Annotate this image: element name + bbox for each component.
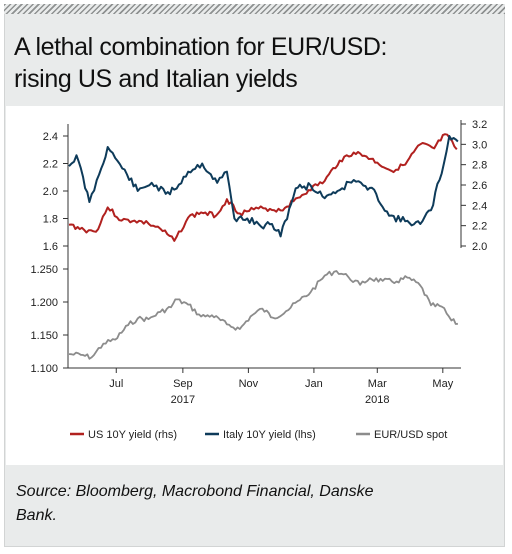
us-10y-yield-line <box>68 133 458 242</box>
source-line-2: Bank. <box>16 507 57 524</box>
x-tick-label: Sep <box>173 378 193 390</box>
x-tick-label: Jan <box>305 378 323 390</box>
x-tick-label: May <box>432 378 453 390</box>
legend-label: EUR/USD spot <box>374 429 447 441</box>
left-tick-label: 2.0 <box>43 186 58 198</box>
source-note: Source: Bloomberg, Macrobond Financial, … <box>16 480 496 528</box>
left-tick-label: 1.8 <box>43 214 58 226</box>
right-tick-label: 2.8 <box>472 160 487 172</box>
x-tick-label: Mar <box>368 378 387 390</box>
chart-title-line-2: rising US and Italian yields <box>14 65 298 93</box>
right-tick-label: 2.6 <box>472 180 487 192</box>
chart-svg: 2.4 2.2 2.0 1.8 1.6 3.2 3.0 2.8 2.6 2.4 2.2 2.0 1.25… <box>30 119 487 441</box>
x-year-label: 2018 <box>365 394 389 406</box>
chart-title: A lethal combination for EUR/USD: rising… <box>14 31 494 95</box>
x-year-label: 2017 <box>171 394 195 406</box>
plot-panel: 2.4 2.2 2.0 1.8 1.6 3.2 3.0 2.8 2.6 2.4 2.2 2.0 1.25… <box>6 106 503 465</box>
fx-tick-label: 1.250 <box>30 264 58 276</box>
fx-tick-label: 1.200 <box>30 297 58 309</box>
fx-tick-label: 1.100 <box>30 363 58 375</box>
legend-label: US 10Y yield (rhs) <box>88 429 177 441</box>
right-tick-label: 2.2 <box>472 221 487 233</box>
x-tick-label: Nov <box>239 378 259 390</box>
left-tick-label: 2.4 <box>43 131 58 143</box>
italy-10y-yield-line <box>68 135 459 238</box>
legend-label: Italy 10Y yield (lhs) <box>223 429 316 441</box>
eurusd-line <box>68 270 458 360</box>
left-tick-label: 1.6 <box>43 241 58 253</box>
right-tick-label: 2.0 <box>472 241 487 253</box>
fx-tick-label: 1.150 <box>30 330 58 342</box>
source-line-1: Source: Bloomberg, Macrobond Financial, … <box>16 483 374 500</box>
right-tick-label: 3.2 <box>472 119 487 131</box>
header-hatch-band <box>4 4 505 14</box>
right-tick-label: 3.0 <box>472 139 487 151</box>
left-tick-label: 2.2 <box>43 159 58 171</box>
chart-title-line-1: A lethal combination for EUR/USD: <box>14 33 388 61</box>
right-tick-label: 2.4 <box>472 200 487 212</box>
x-tick-label: Jul <box>109 378 123 390</box>
